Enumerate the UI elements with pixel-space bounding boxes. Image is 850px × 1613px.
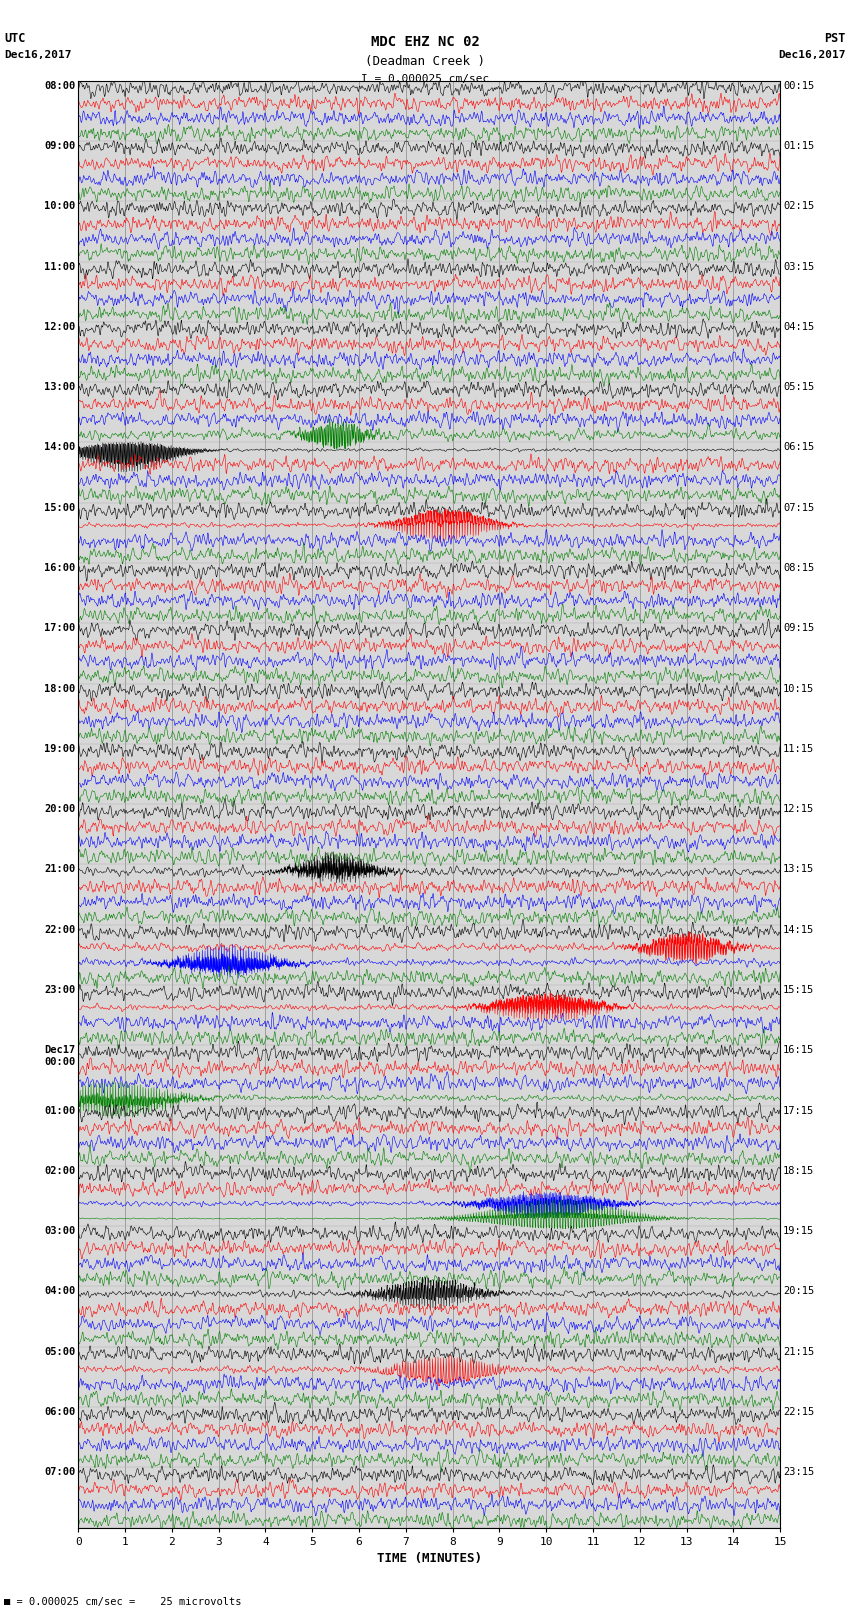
Text: 23:00: 23:00 [44, 986, 76, 995]
Text: 08:00: 08:00 [44, 81, 76, 90]
Text: 19:15: 19:15 [783, 1226, 814, 1236]
Text: 02:15: 02:15 [783, 202, 814, 211]
Text: 09:15: 09:15 [783, 623, 814, 634]
Text: MDC EHZ NC 02: MDC EHZ NC 02 [371, 35, 479, 50]
Text: 19:00: 19:00 [44, 744, 76, 753]
Text: 22:15: 22:15 [783, 1407, 814, 1416]
Text: Dec16,2017: Dec16,2017 [779, 50, 846, 60]
X-axis label: TIME (MINUTES): TIME (MINUTES) [377, 1552, 482, 1565]
Text: 20:15: 20:15 [783, 1287, 814, 1297]
Text: 13:00: 13:00 [44, 382, 76, 392]
Text: 09:00: 09:00 [44, 140, 76, 152]
Text: 10:00: 10:00 [44, 202, 76, 211]
Text: 06:15: 06:15 [783, 442, 814, 452]
Text: I = 0.000025 cm/sec: I = 0.000025 cm/sec [361, 74, 489, 84]
Text: 17:15: 17:15 [783, 1105, 814, 1116]
Text: 12:15: 12:15 [783, 805, 814, 815]
Text: 05:15: 05:15 [783, 382, 814, 392]
Text: 01:15: 01:15 [783, 140, 814, 152]
Text: 22:00: 22:00 [44, 924, 76, 934]
Text: ■ = 0.000025 cm/sec =    25 microvolts: ■ = 0.000025 cm/sec = 25 microvolts [4, 1597, 241, 1607]
Text: 21:00: 21:00 [44, 865, 76, 874]
Text: 23:15: 23:15 [783, 1468, 814, 1478]
Text: UTC: UTC [4, 32, 26, 45]
Text: 05:00: 05:00 [44, 1347, 76, 1357]
Text: 18:00: 18:00 [44, 684, 76, 694]
Text: 07:00: 07:00 [44, 1468, 76, 1478]
Text: 13:15: 13:15 [783, 865, 814, 874]
Text: 03:15: 03:15 [783, 261, 814, 271]
Text: 18:15: 18:15 [783, 1166, 814, 1176]
Text: 16:15: 16:15 [783, 1045, 814, 1055]
Text: 01:00: 01:00 [44, 1105, 76, 1116]
Text: 06:00: 06:00 [44, 1407, 76, 1416]
Text: 12:00: 12:00 [44, 323, 76, 332]
Text: 02:00: 02:00 [44, 1166, 76, 1176]
Text: 15:15: 15:15 [783, 986, 814, 995]
Text: 14:15: 14:15 [783, 924, 814, 934]
Text: 15:00: 15:00 [44, 503, 76, 513]
Text: 17:00: 17:00 [44, 623, 76, 634]
Text: 08:15: 08:15 [783, 563, 814, 573]
Text: (Deadman Creek ): (Deadman Creek ) [365, 55, 485, 68]
Text: 04:15: 04:15 [783, 323, 814, 332]
Text: 04:00: 04:00 [44, 1287, 76, 1297]
Text: PST: PST [824, 32, 846, 45]
Text: 16:00: 16:00 [44, 563, 76, 573]
Text: 00:15: 00:15 [783, 81, 814, 90]
Text: 03:00: 03:00 [44, 1226, 76, 1236]
Text: 11:15: 11:15 [783, 744, 814, 753]
Text: 10:15: 10:15 [783, 684, 814, 694]
Text: 14:00: 14:00 [44, 442, 76, 452]
Text: Dec16,2017: Dec16,2017 [4, 50, 71, 60]
Text: 11:00: 11:00 [44, 261, 76, 271]
Text: 07:15: 07:15 [783, 503, 814, 513]
Text: Dec17
00:00: Dec17 00:00 [44, 1045, 76, 1066]
Text: 21:15: 21:15 [783, 1347, 814, 1357]
Text: 20:00: 20:00 [44, 805, 76, 815]
